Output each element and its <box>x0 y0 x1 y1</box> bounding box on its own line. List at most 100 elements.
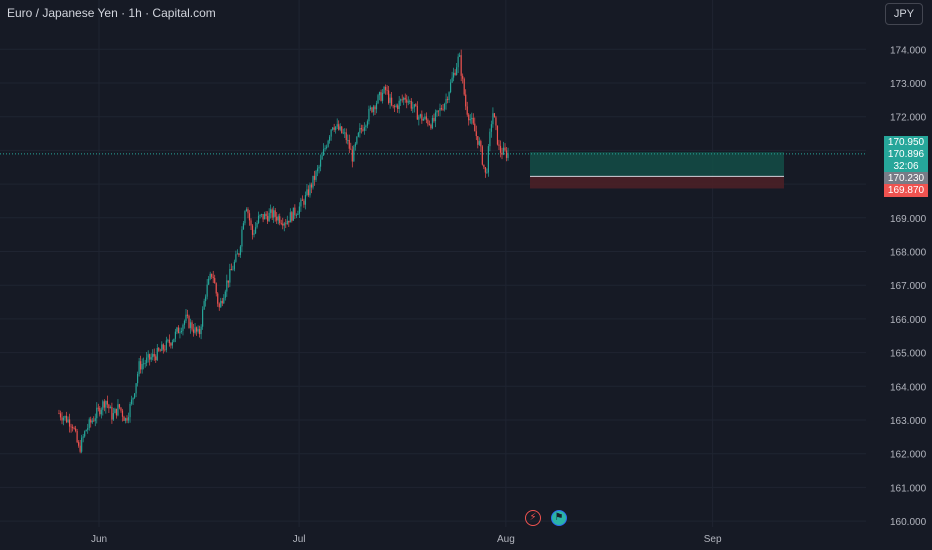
candle-body <box>221 300 223 304</box>
candle-body <box>309 184 311 196</box>
candle-body <box>254 227 257 234</box>
candle-body <box>147 354 149 358</box>
candle-body <box>347 139 349 141</box>
candle-body <box>463 78 465 95</box>
candle-body <box>332 127 334 130</box>
candle-body <box>282 223 284 226</box>
candle-body <box>241 229 243 247</box>
candle-body <box>100 409 102 415</box>
candle-body <box>195 327 198 332</box>
candle-body <box>307 189 310 196</box>
candle-body <box>224 291 226 298</box>
candle-body <box>498 144 500 146</box>
candle-body <box>109 407 111 409</box>
candle-body <box>68 419 71 427</box>
candle-body <box>322 149 325 156</box>
candle-body <box>58 413 60 415</box>
candle-body <box>507 153 509 158</box>
candle-body <box>434 112 437 122</box>
loss-zone[interactable] <box>530 176 784 189</box>
candle-body <box>171 342 173 346</box>
candle-body <box>475 131 477 137</box>
candle-body <box>457 56 459 68</box>
position-tool[interactable] <box>0 152 866 189</box>
candle-body <box>283 223 285 226</box>
flag-icon[interactable]: ⚑ <box>551 510 567 526</box>
candle-body <box>395 105 397 107</box>
candle-body <box>445 98 447 104</box>
candle-body <box>62 417 65 421</box>
candle-body <box>462 75 464 79</box>
candle-body <box>297 213 299 215</box>
candle-body <box>212 276 214 279</box>
candle-body <box>377 95 379 104</box>
candle-body <box>315 171 317 180</box>
candle-body <box>422 118 424 121</box>
candle-body <box>133 393 136 398</box>
candle-body <box>149 354 151 360</box>
candle-body <box>159 350 161 352</box>
candle-body <box>446 98 449 100</box>
candle-body <box>478 141 480 145</box>
candle-body <box>75 428 77 431</box>
candle-body <box>412 107 414 109</box>
candle-body <box>471 117 473 120</box>
candle-body <box>144 362 146 364</box>
candle-body <box>88 419 90 429</box>
candle-body <box>67 419 69 423</box>
candlestick-series <box>58 49 509 454</box>
candle-body <box>239 246 242 255</box>
candle-body <box>319 159 322 167</box>
candle-body <box>486 172 488 174</box>
candle-body <box>214 278 216 284</box>
profit-zone[interactable] <box>530 152 784 177</box>
candle-body <box>456 67 458 75</box>
candle-body <box>371 107 373 113</box>
candle-body <box>409 101 411 102</box>
price-axis[interactable]: 160.000 161.000 162.000 163.000 164.000 165.0… <box>890 45 927 528</box>
candle-body <box>292 207 294 221</box>
candle-body <box>179 332 181 334</box>
candle-body <box>465 94 467 107</box>
candle-body <box>180 330 183 333</box>
candle-body <box>404 97 406 100</box>
candle-body <box>106 400 108 405</box>
candle-body <box>344 132 346 134</box>
candle-body <box>294 207 296 216</box>
currency-button[interactable]: JPY <box>885 3 923 25</box>
candle-body <box>505 150 508 158</box>
candle-body <box>348 139 350 149</box>
lightning-icon[interactable]: ⚡ <box>525 510 541 526</box>
candle-body <box>121 410 124 417</box>
candle-body <box>268 212 270 222</box>
candle-body <box>59 413 62 418</box>
candle-body <box>176 327 178 332</box>
candle-body <box>257 215 260 223</box>
candle-body <box>96 407 98 419</box>
candle-body <box>329 136 331 141</box>
candle-body <box>73 428 75 429</box>
candle-body <box>185 314 187 321</box>
candle-body <box>480 141 482 147</box>
y-tick-label: 172.000 <box>890 113 927 124</box>
candle-body <box>504 147 506 151</box>
candle-body <box>403 97 405 101</box>
candle-body <box>206 284 208 297</box>
candle-body <box>381 92 384 101</box>
candle-body <box>260 214 263 215</box>
candle-body <box>374 106 376 110</box>
candle-body <box>397 105 399 109</box>
candle-body <box>115 408 118 416</box>
candle-body <box>490 124 493 132</box>
candle-body <box>362 129 364 131</box>
candle-body <box>102 401 104 410</box>
candle-body <box>188 315 190 328</box>
candle-body <box>459 55 461 57</box>
candle-body <box>418 116 420 120</box>
candle-body <box>259 214 261 216</box>
candle-body <box>496 125 499 145</box>
candle-body <box>312 175 314 188</box>
time-axis[interactable]: Jun Jul Aug Sep <box>91 534 722 545</box>
y-tick-label: 162.000 <box>890 450 927 461</box>
